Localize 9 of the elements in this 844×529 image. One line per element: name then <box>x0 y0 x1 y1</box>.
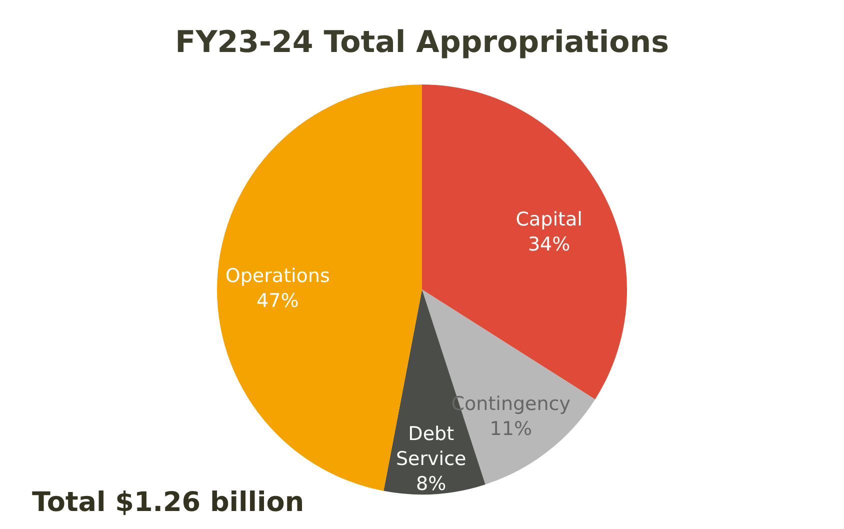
data-label: 11% <box>490 418 532 440</box>
text: Total $1.26 billion <box>32 487 304 518</box>
data-label: 34% <box>528 234 570 256</box>
slice-label: Capital <box>516 208 582 231</box>
data-label: 8% <box>416 473 446 496</box>
data-label: 47% <box>256 290 299 312</box>
slice-label: Debt Service <box>396 423 466 470</box>
chart-title: FY23-24 Total Appropriations <box>175 25 669 60</box>
slice-label: Operations <box>225 264 330 287</box>
